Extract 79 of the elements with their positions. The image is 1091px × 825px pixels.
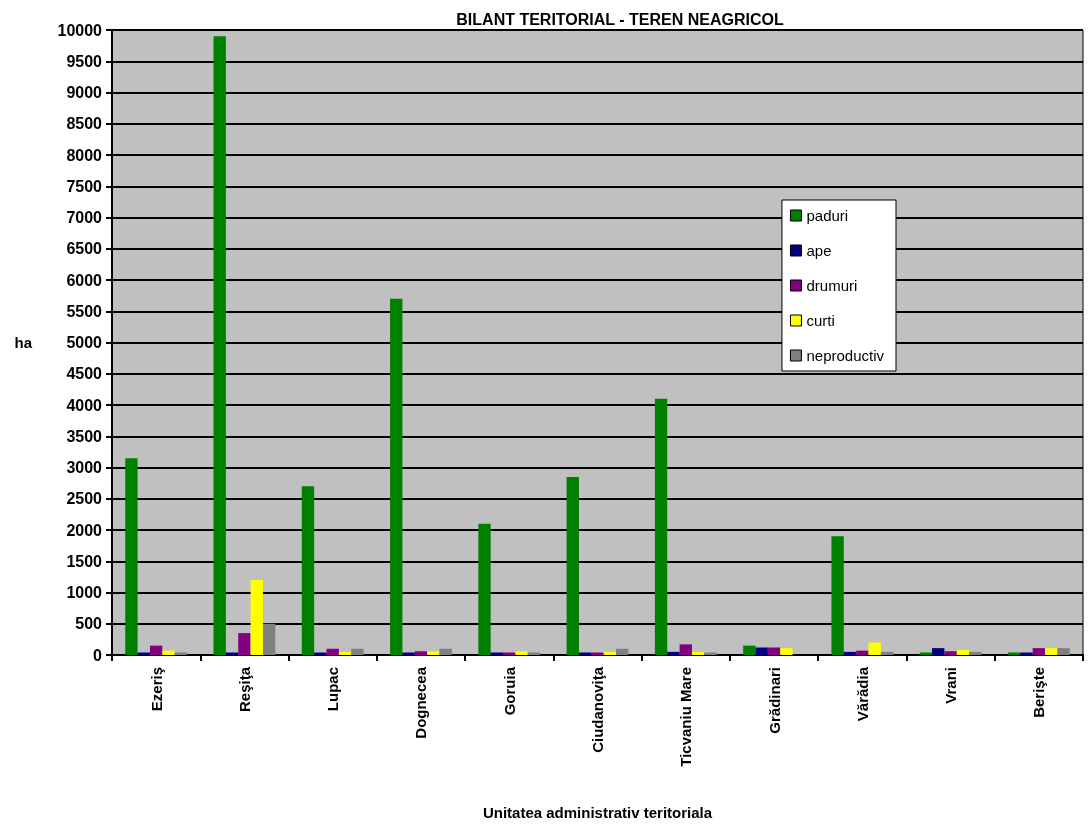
y-tick-label: 2000 bbox=[66, 521, 103, 539]
x-axis-title: Unitatea administrativ teritoriala bbox=[482, 804, 713, 821]
x-tick-label: Berişte bbox=[1030, 667, 1048, 718]
y-tick-label: 3500 bbox=[66, 427, 103, 445]
legend-label: paduri bbox=[806, 207, 849, 224]
y-tick-label: 6500 bbox=[66, 240, 103, 258]
legend-label: drumuri bbox=[806, 277, 858, 294]
bar bbox=[262, 623, 276, 655]
bar bbox=[880, 651, 894, 655]
bar bbox=[566, 476, 579, 655]
y-tick-label: 9000 bbox=[66, 84, 103, 101]
bar bbox=[149, 645, 163, 655]
bar bbox=[390, 298, 403, 655]
x-tick-label: Ciudanoviţa bbox=[589, 666, 606, 753]
y-tick-label: 10000 bbox=[57, 21, 103, 39]
bar bbox=[603, 651, 617, 655]
x-tick-label: Vărădia bbox=[853, 666, 871, 722]
bar bbox=[250, 580, 263, 655]
y-tick-label: 1000 bbox=[66, 584, 103, 601]
bar bbox=[843, 651, 857, 655]
y-tick-label: 8000 bbox=[66, 146, 103, 164]
bar bbox=[439, 648, 452, 655]
y-tick-label: 9500 bbox=[66, 52, 103, 70]
legend-label: curti bbox=[806, 312, 835, 329]
bar bbox=[478, 523, 491, 655]
y-tick-label: 6000 bbox=[66, 271, 103, 289]
y-tick-label: 3000 bbox=[66, 459, 103, 476]
y-tick-label: 5500 bbox=[66, 302, 103, 320]
bar bbox=[831, 536, 844, 655]
bar bbox=[654, 398, 668, 655]
y-tick-label: 7500 bbox=[66, 177, 103, 195]
x-tick-label: Goruia bbox=[500, 666, 518, 716]
bar bbox=[338, 651, 352, 655]
y-tick-label: 1500 bbox=[66, 552, 103, 570]
bar bbox=[125, 458, 138, 655]
bar bbox=[956, 650, 970, 655]
x-tick-label: Ezeriş bbox=[147, 667, 165, 712]
y-tick-label: 500 bbox=[75, 615, 103, 633]
bar bbox=[780, 648, 793, 655]
y-tick-label: 4500 bbox=[66, 365, 103, 383]
y-tick-label: 8500 bbox=[66, 115, 103, 133]
bar bbox=[238, 633, 251, 655]
bar bbox=[616, 648, 629, 655]
bar bbox=[427, 651, 440, 655]
x-tick-label: Reşiţa bbox=[235, 666, 253, 713]
x-tick-label: Dognecea bbox=[412, 666, 430, 739]
bar bbox=[1057, 648, 1070, 655]
x-tick-label: Vrani bbox=[942, 667, 960, 704]
bar bbox=[755, 647, 768, 655]
legend-label: ape bbox=[806, 242, 832, 259]
bar bbox=[213, 36, 226, 655]
bar bbox=[932, 648, 945, 655]
x-tick-label: Grădinari bbox=[765, 667, 783, 734]
bar bbox=[679, 644, 692, 655]
x-tick-label: Ticvaniu Mare bbox=[677, 667, 695, 767]
bar bbox=[351, 648, 364, 655]
y-tick-label: 7000 bbox=[66, 209, 103, 226]
bar bbox=[667, 651, 680, 655]
y-axis-title: ha bbox=[14, 334, 33, 351]
bar bbox=[326, 648, 339, 655]
y-tick-label: 2500 bbox=[66, 490, 103, 508]
legend-label: neproductiv bbox=[806, 347, 885, 364]
x-tick-label: Lupac bbox=[324, 667, 342, 712]
bar bbox=[515, 651, 528, 655]
bar bbox=[691, 651, 705, 655]
bar bbox=[767, 647, 781, 655]
bar bbox=[868, 642, 881, 655]
chart-title: BILANT TERITORIAL - TEREN NEAGRICOL bbox=[456, 10, 784, 28]
bar bbox=[1045, 648, 1058, 655]
y-tick-label: 4000 bbox=[66, 396, 103, 414]
bar bbox=[301, 486, 315, 655]
bar bbox=[743, 645, 756, 655]
bar bbox=[944, 651, 957, 655]
bar bbox=[969, 651, 982, 655]
bar bbox=[1032, 648, 1046, 655]
bar bbox=[162, 650, 175, 655]
y-tick-label: 0 bbox=[93, 646, 103, 664]
y-tick-label: 5000 bbox=[66, 334, 103, 351]
bar bbox=[414, 651, 428, 655]
